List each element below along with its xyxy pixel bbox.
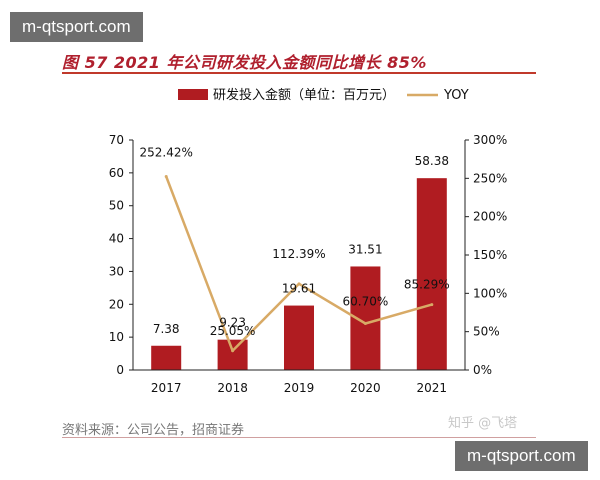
left-tick-label: 60 [109,166,124,180]
x-tick-label: 2017 [151,381,182,395]
bar-value-label: 58.38 [415,154,449,168]
data-labels: 7.38 9.23 19.61 31.51 58.38 252.42% 25.05% 112.… [140,145,450,337]
bar [284,305,314,370]
yoy-point [430,303,434,307]
yoy-point [297,282,301,286]
figure-title: 图 57 2021 年公司研发投入金额同比增长 85% [62,53,427,72]
credit-watermark: 知乎 @飞塔 [448,416,518,431]
right-tick-label: 250% [473,171,507,185]
x-tick-label: 2021 [417,381,448,395]
yoy-point [164,174,168,178]
right-tick-label: 100% [473,286,507,300]
right-tick-label: 200% [473,210,507,224]
bar [151,345,182,370]
legend-line-label: YOY [443,88,469,103]
left-tick-label: 40 [109,232,124,246]
right-axis: 0% 50% 100% 150% 200% 250% 300% [464,133,507,377]
bottom-rule [62,437,536,438]
right-tick-label: 50% [473,325,500,339]
left-tick-label: 70 [109,133,124,147]
bar-value-label: 31.51 [348,242,382,256]
bar [416,178,447,370]
x-tick-label: 2018 [217,381,248,395]
left-tick-label: 30 [109,264,124,278]
bar [217,339,248,370]
yoy-value-label: 112.39% [272,247,325,261]
yoy-point [231,349,235,353]
watermark-bottom: m-qtsport.com [455,441,588,471]
bar-value-label: 9.23 [219,316,246,330]
bar-series [151,178,447,370]
bar-value-label: 19.61 [282,282,316,296]
bar-value-label: 7.38 [153,322,180,336]
left-tick-label: 20 [109,297,124,311]
source-note: 资料来源：公司公告，招商证券 [62,423,245,438]
x-axis: 2017 2018 2019 2020 2021 [133,369,465,395]
line-series [164,174,434,353]
legend: 研发投入金额（单位：百万元） YOY [178,87,469,103]
watermark-top: m-qtsport.com [10,12,143,42]
right-tick-label: 150% [473,248,507,262]
left-tick-label: 0 [116,363,124,377]
yoy-point [363,321,367,325]
x-tick-label: 2019 [284,381,315,395]
yoy-value-label: 85.29% [404,278,450,292]
left-tick-label: 10 [109,330,124,344]
x-tick-label: 2020 [350,381,381,395]
right-tick-label: 300% [473,133,507,147]
left-tick-label: 50 [109,199,124,213]
yoy-value-label: 25.05% [210,324,256,338]
yoy-value-label: 60.70% [343,294,389,308]
right-tick-label: 0% [473,363,492,377]
left-axis: 0 10 20 30 40 50 60 70 [109,133,134,377]
title-rule [62,72,536,74]
yoy-value-label: 252.42% [140,145,193,159]
legend-bar-swatch [178,89,208,100]
legend-bar-label: 研发投入金额（单位：百万元） [213,87,395,103]
